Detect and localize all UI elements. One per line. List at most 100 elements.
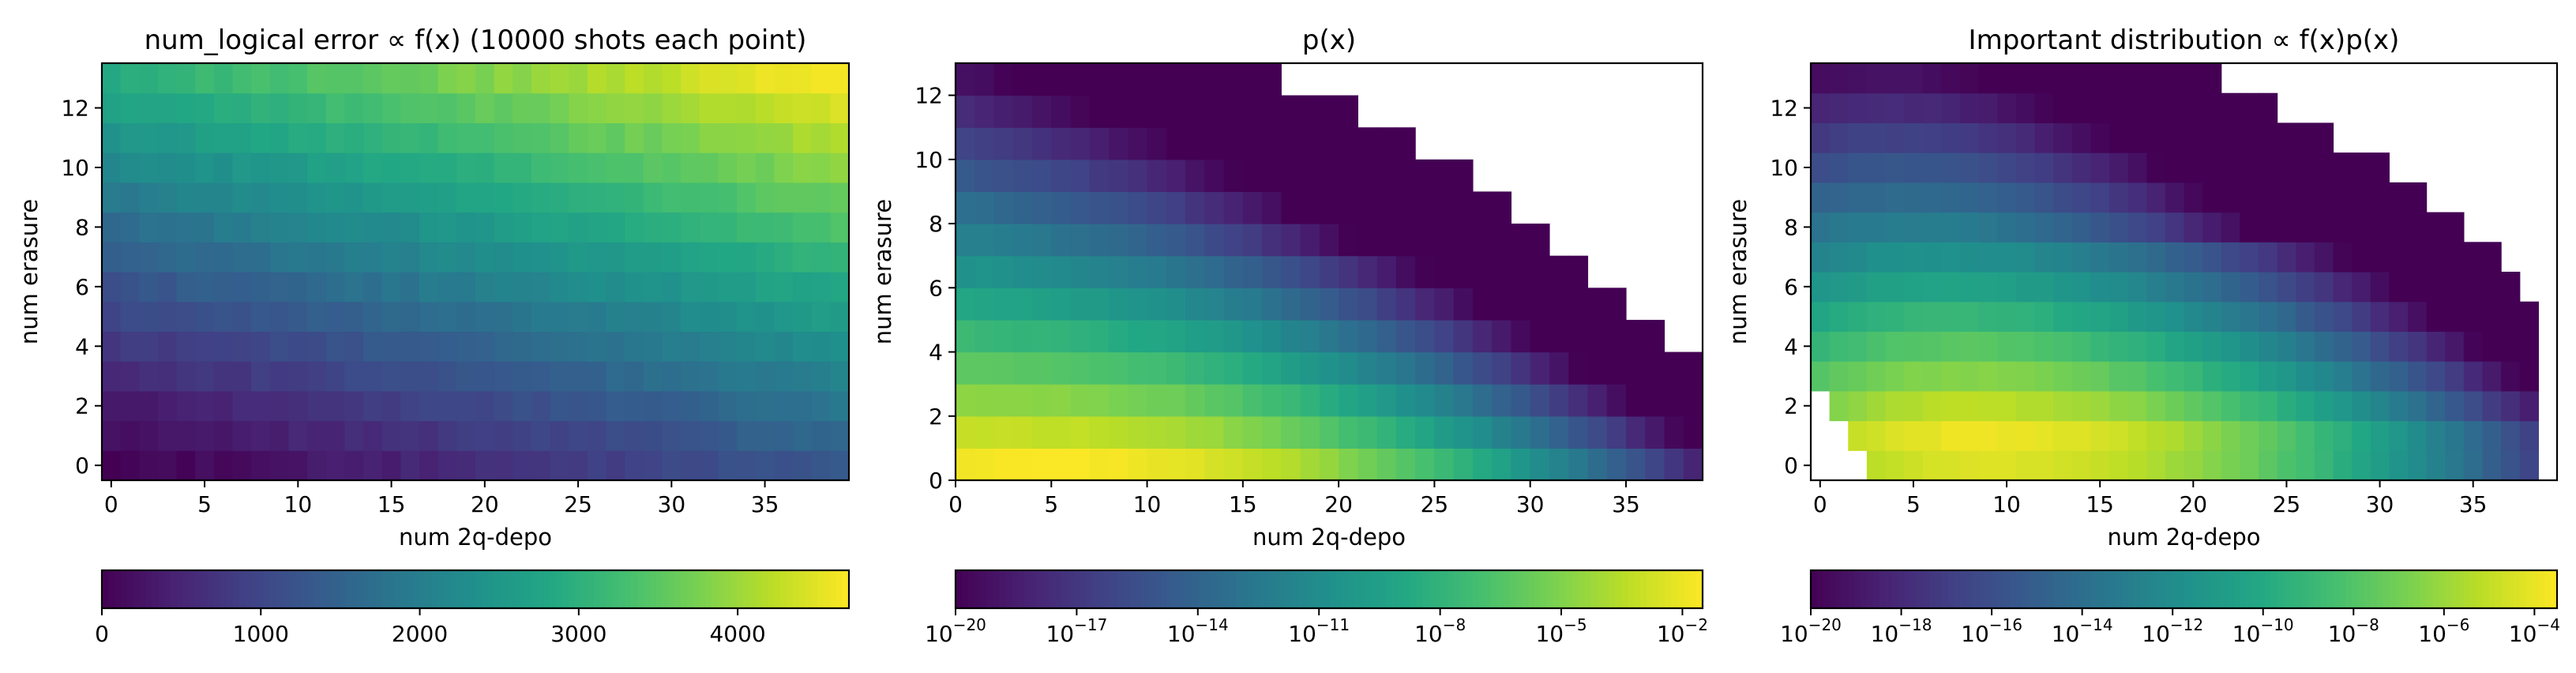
heatmap-cell (475, 361, 495, 392)
heatmap-cell (1866, 331, 1887, 362)
heatmap-cell (531, 63, 551, 94)
heatmap-cell (1645, 352, 1665, 385)
heatmap-cell (956, 415, 975, 449)
heatmap-cell (974, 352, 995, 385)
heatmap-cell (1997, 272, 2017, 303)
heatmap-cell (1281, 288, 1301, 321)
heatmap-cell (811, 331, 831, 362)
heatmap-cell (550, 272, 569, 303)
heatmap-cell (2370, 212, 2390, 243)
colorbar-segment (755, 570, 763, 608)
colorbar-segment (2389, 570, 2397, 608)
heatmap-cell (1453, 224, 1474, 257)
colorbar-segment (569, 570, 576, 608)
heatmap-cell (494, 152, 513, 183)
colorbar-segment (643, 570, 651, 608)
heatmap-cell (251, 122, 271, 153)
heatmap-cell (2352, 450, 2371, 481)
heatmap-cell (251, 301, 271, 333)
heatmap-cell (2519, 361, 2539, 392)
colorbar-segment (2264, 570, 2272, 608)
heatmap-cell (1223, 352, 1244, 385)
heatmap-cell (1242, 448, 1263, 481)
colorbar-segment (1111, 570, 1118, 608)
heatmap-cell (475, 63, 495, 94)
chart-title: p(x) (1302, 24, 1356, 56)
heatmap-cell (2482, 272, 2502, 303)
heatmap-cell (1645, 384, 1665, 417)
heatmap-cell (456, 92, 476, 124)
heatmap-cell (1866, 122, 1887, 153)
heatmap-cell (2109, 92, 2129, 124)
heatmap-cell (625, 212, 644, 243)
heatmap-cell (993, 95, 1014, 128)
colorbar-segment (1947, 570, 1955, 608)
heatmap-cell (1415, 319, 1436, 353)
heatmap-cell (1012, 288, 1033, 321)
heatmap-cell (2184, 331, 2203, 362)
heatmap-cell (2296, 152, 2315, 183)
heatmap-cell (139, 272, 159, 303)
colorbar-segment (1509, 570, 1517, 608)
heatmap-cell (2109, 63, 2129, 94)
heatmap-cell (974, 159, 995, 193)
heatmap-cell (643, 390, 663, 422)
colorbar-segment (1173, 570, 1181, 608)
heatmap-cell (1070, 448, 1091, 481)
heatmap-cell (2109, 390, 2129, 422)
heatmap-cell (1645, 415, 1665, 449)
heatmap-cell (587, 272, 607, 303)
heatmap-cell (2314, 272, 2334, 303)
heatmap-cell (662, 152, 682, 183)
heatmap-cell (1262, 63, 1282, 96)
heatmap-cell (1109, 352, 1128, 385)
heatmap-cell (1978, 331, 1998, 362)
heatmap-cell (1262, 95, 1282, 128)
colorbar-segment (2259, 570, 2266, 608)
colorbar-segment (1142, 570, 1150, 608)
heatmap-cell (2277, 331, 2296, 362)
heatmap-cell (1941, 122, 1961, 153)
heatmap-cell (1960, 301, 1980, 333)
colorbar-segment (2408, 570, 2415, 608)
heatmap-cell (157, 272, 178, 303)
heatmap-cell (1223, 384, 1244, 417)
heatmap-cell (1492, 191, 1512, 224)
heatmap-cell (2071, 450, 2091, 481)
heatmap-cell (662, 122, 682, 153)
heatmap-cell (1339, 127, 1358, 160)
heatmap-cell (419, 331, 439, 362)
heatmap-cell (1109, 255, 1128, 288)
colorbar-segment (139, 570, 146, 608)
heatmap-cell (2184, 361, 2203, 392)
heatmap-cell (1904, 331, 1924, 362)
heatmap-cell (419, 152, 439, 183)
colorbar-segment (993, 570, 1000, 608)
heatmap-cell (2090, 92, 2110, 124)
heatmap-cell (2408, 272, 2428, 303)
heatmap-cell (195, 331, 215, 362)
colorbar-segment (1042, 570, 1050, 608)
heatmap-cell (2408, 390, 2428, 422)
heatmap-cell (1866, 420, 1887, 451)
x-tick-label: 30 (2366, 491, 2394, 517)
heatmap-cell (213, 63, 234, 94)
heatmap-cell (681, 420, 700, 451)
heatmap-cell (550, 420, 569, 451)
heatmap-cell (195, 272, 215, 303)
heatmap-cell (1300, 127, 1320, 160)
heatmap-cell (1511, 288, 1531, 321)
heatmap-cell (1511, 255, 1531, 288)
colorbar-segment (1879, 570, 1887, 608)
heatmap-cell (737, 450, 757, 481)
heatmap-cell (830, 152, 850, 183)
colorbar-segment (1528, 570, 1535, 608)
heatmap-cell (213, 390, 234, 422)
heatmap-cell (1223, 319, 1244, 353)
heatmap-cell (1922, 242, 1942, 273)
heatmap-cell (2034, 212, 2054, 243)
heatmap-cell (456, 420, 476, 451)
colorbar-segment (2308, 570, 2315, 608)
heatmap-cell (232, 272, 252, 303)
heatmap-cell (2146, 331, 2166, 362)
